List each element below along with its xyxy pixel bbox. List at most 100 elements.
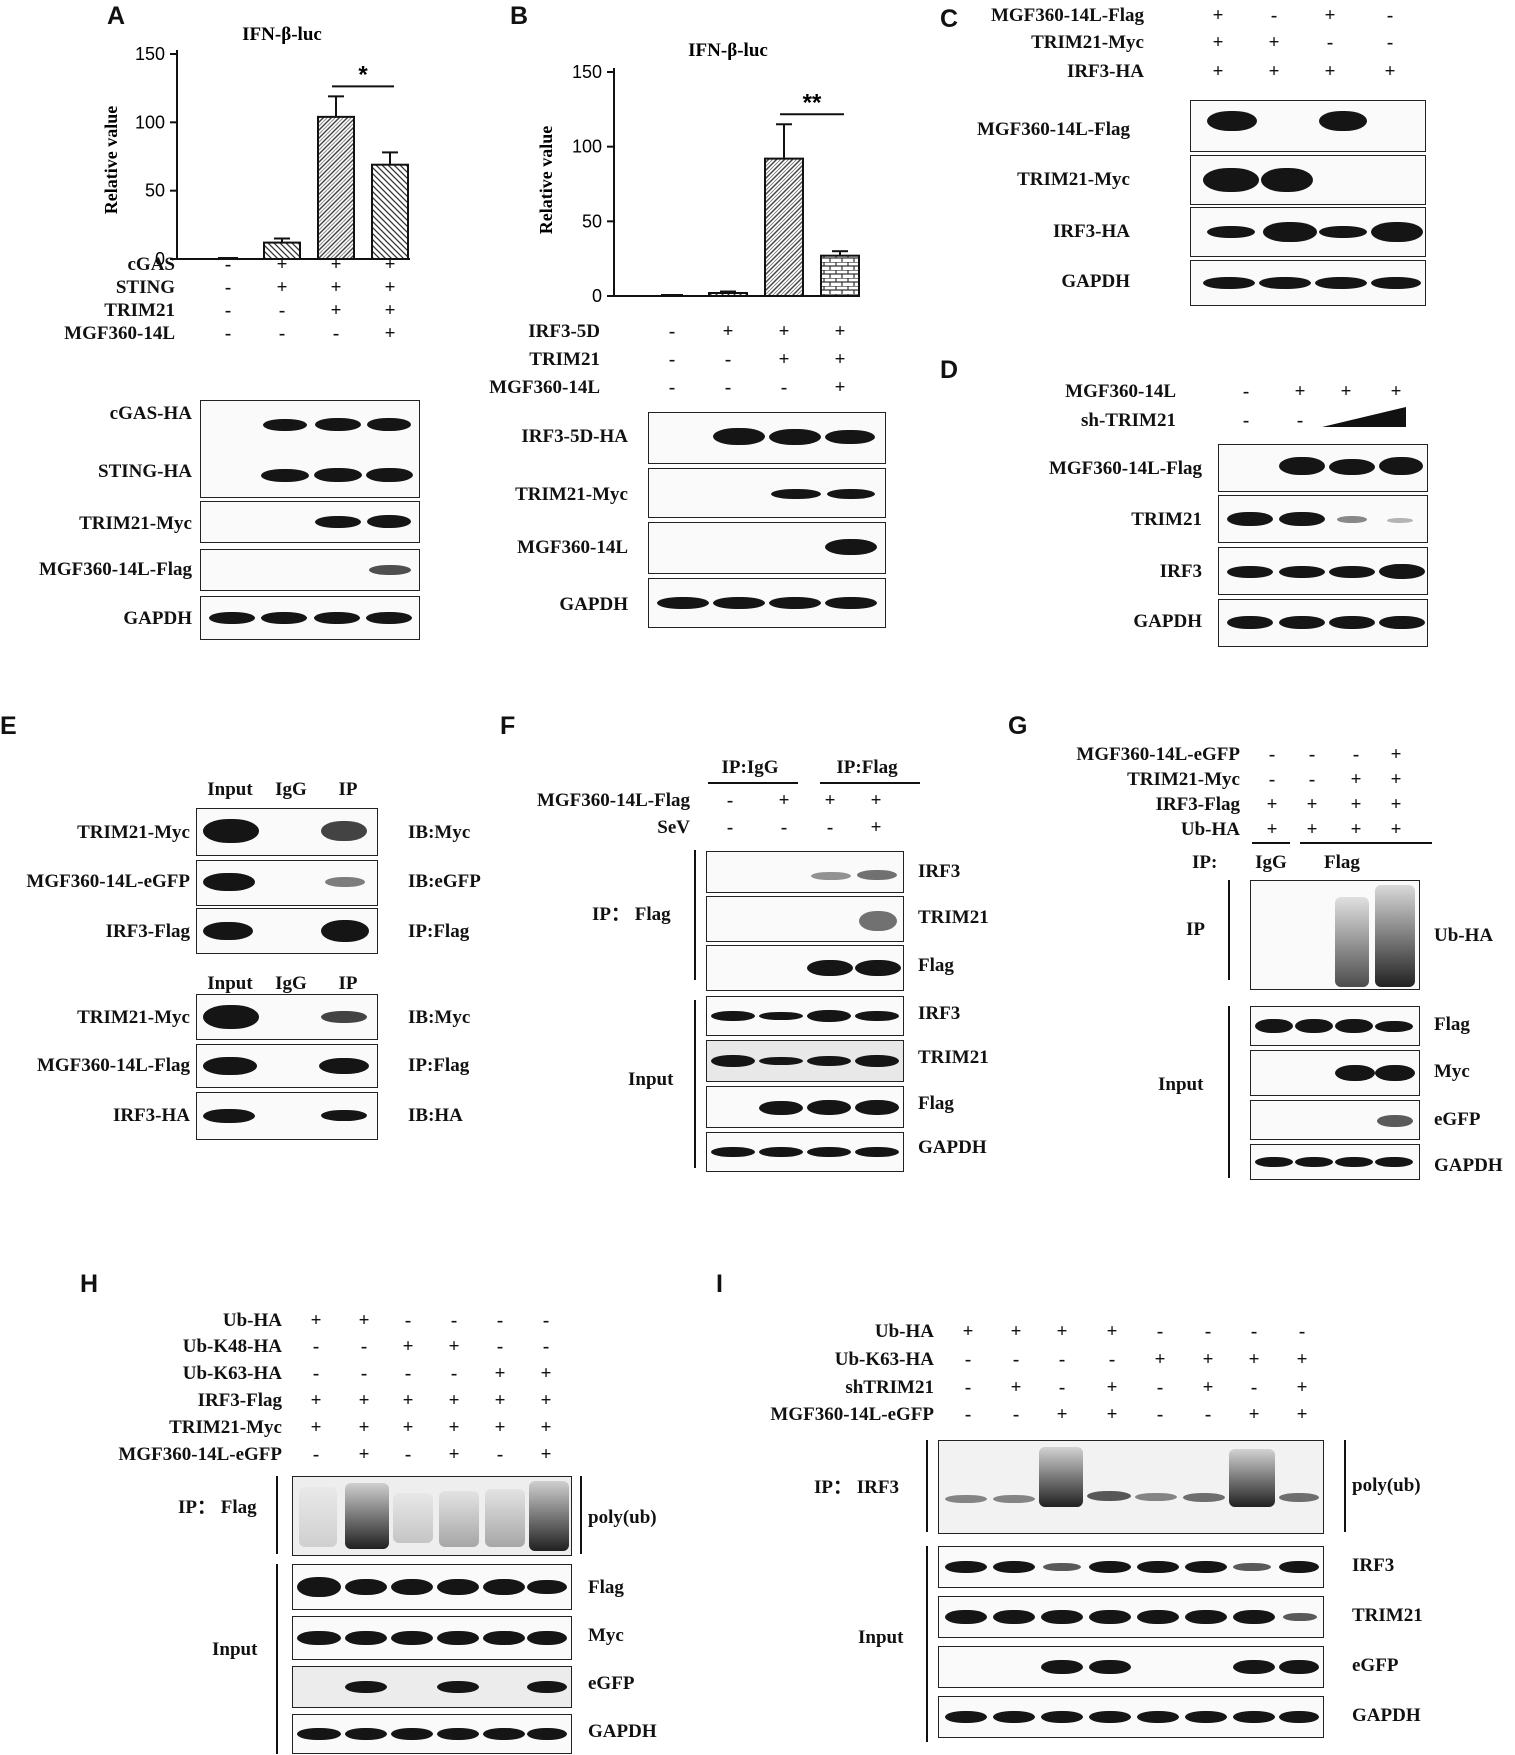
condition-sign: + [358,1390,370,1411]
condition-sign: + [1324,61,1336,82]
condition-sign: - [1270,5,1278,26]
cond-label: MGF360-14L [489,377,600,398]
western-blot [1190,260,1426,306]
condition-sign: + [540,1363,552,1384]
blot-label: Flag [918,955,954,976]
blot-label: GAPDH [123,608,192,629]
western-blot [706,996,904,1036]
condition-sign: + [402,1390,414,1411]
western-blot [1218,444,1428,492]
ip-row-label: IP: [1192,852,1218,873]
blot-label: Ub-HA [1434,925,1494,946]
y-tick-label: 0 [155,249,165,265]
condition-sign: - [1204,1404,1212,1425]
cond-label: TRIM21 [529,349,600,370]
western-blot [292,1564,572,1610]
condition-sign: + [384,277,396,298]
condition-sign: - [332,323,340,344]
ip-label: IP： IRF3 [814,1477,899,1498]
chart-b: 0 50 100 150 IFN-β-luc Relative value ** [536,40,860,305]
condition-sign: + [384,254,396,275]
blot-label: STING-HA [98,461,192,482]
condition-sign: + [402,1336,414,1357]
condition-sign: - [404,1444,412,1465]
condition-sign: + [1306,794,1318,815]
bar [708,292,748,298]
condition-sign: + [494,1417,506,1438]
condition-sign: - [726,790,734,811]
blot-label: MGF360-14L-Flag [976,119,1130,140]
cond-label: TRIM21-Myc [1031,32,1144,53]
western-blot [196,908,378,954]
western-blot [648,412,886,464]
condition-sign: - [1204,1321,1212,1342]
western-blot [1190,207,1426,257]
y-tick-label: 100 [572,137,602,157]
condition-sign: + [494,1363,506,1384]
western-blot [196,860,378,906]
western-blot [196,1044,378,1088]
condition-sign: + [1350,769,1362,790]
condition-sign: - [1268,744,1276,765]
condition-sign: + [358,1417,370,1438]
condition-sign: - [542,1310,550,1331]
condition-sign: - [496,1336,504,1357]
condition-sign: + [448,1336,460,1357]
blot-label: TRIM21-Myc [77,1007,190,1028]
condition-sign: + [540,1444,552,1465]
condition-sign: - [726,817,734,838]
panel-label-e: E [0,712,17,740]
condition-sign: + [1390,381,1402,402]
condition-sign: - [1326,32,1334,53]
blot-label: TRIM21-Myc [1017,169,1130,190]
condition-sign: + [1212,61,1224,82]
condition-sign: + [384,323,396,344]
condition-sign: + [1202,1349,1214,1370]
western-blot [200,596,420,640]
blot-label: GAPDH [559,594,628,615]
condition-sign: + [1324,5,1336,26]
condition-sign: - [1058,1349,1066,1370]
cond-label: IRF3-5D [528,321,600,342]
bar [317,115,355,260]
western-blot [200,549,420,591]
western-blot [292,1476,572,1556]
condition-sign: + [1248,1404,1260,1425]
cond-label: STING [115,277,175,298]
ib-label: IB:HA [408,1105,463,1126]
condition-sign: + [310,1417,322,1438]
blot-label: cGAS-HA [109,403,192,424]
gradient-wedge [1322,407,1406,427]
western-blot [196,994,378,1040]
condition-sign: + [358,1444,370,1465]
cond-label: MGF360-14L-Flag [536,790,690,811]
condition-sign: + [1390,819,1402,840]
bar [764,157,804,297]
condition-sign: + [1296,1349,1308,1370]
condition-sign: + [1154,1349,1166,1370]
condition-sign: + [310,1390,322,1411]
condition-sign: - [450,1310,458,1331]
panel-label-g: G [1008,712,1028,740]
western-blot [1218,495,1428,543]
condition-sign: - [278,323,286,344]
condition-sign: + [1350,819,1362,840]
blot-label: IRF3 [918,861,961,882]
significance-mark: * [358,61,368,88]
condition-sign: + [358,1310,370,1331]
ib-label: IB:Myc [408,1007,471,1028]
panel-label-h: H [80,1270,99,1298]
ip-label: IP [1186,919,1205,940]
western-blot [1218,547,1428,595]
chart-title: IFN-β-luc [242,24,322,45]
condition-sign: - [964,1404,972,1425]
condition-sign: - [964,1349,972,1370]
blot-label: GAPDH [1061,271,1130,292]
panel-label-a: A [107,2,126,30]
blot-label: TRIM21-Myc [79,513,192,534]
condition-sign: - [224,254,232,275]
cond-label: Ub-HA [1180,819,1240,840]
condition-sign: - [964,1377,972,1398]
condition-sign: + [402,1417,414,1438]
western-blot [196,1092,378,1140]
